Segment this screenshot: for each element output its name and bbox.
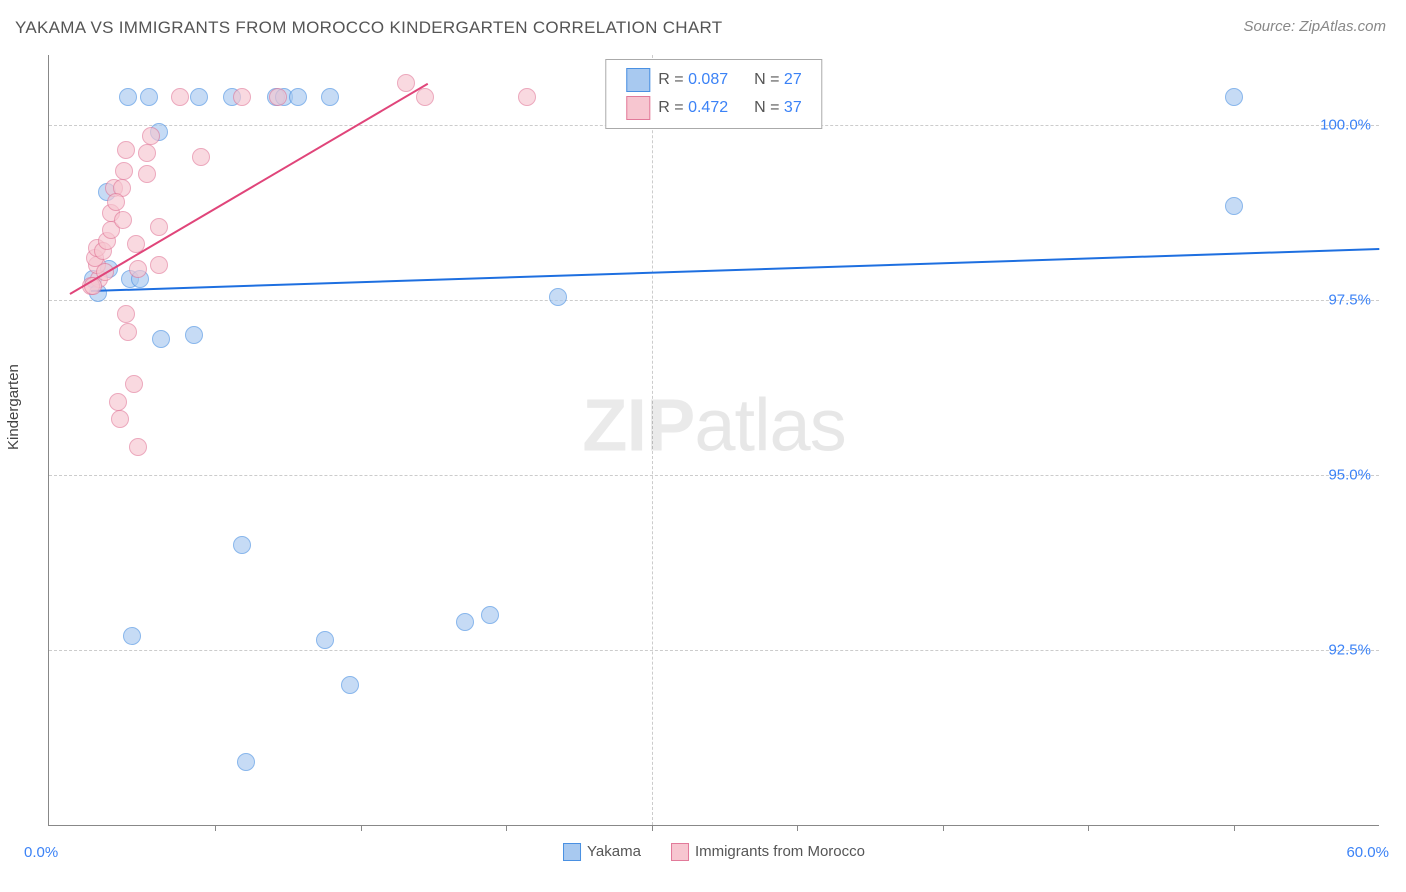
legend-r-label: R = 0.087 bbox=[658, 71, 728, 89]
gridline-horizontal bbox=[49, 475, 1379, 476]
gridline-horizontal bbox=[49, 650, 1379, 651]
legend-r-label: R = 0.472 bbox=[658, 99, 728, 117]
data-point bbox=[237, 753, 255, 771]
watermark-zip: ZIP bbox=[582, 383, 694, 466]
data-point bbox=[109, 393, 127, 411]
legend-n-label: N = 37 bbox=[754, 99, 802, 117]
chart-title: YAKAMA VS IMMIGRANTS FROM MOROCCO KINDER… bbox=[15, 18, 722, 38]
data-point bbox=[185, 326, 203, 344]
data-point bbox=[171, 88, 189, 106]
data-point bbox=[549, 288, 567, 306]
y-tick-label: 100.0% bbox=[1320, 117, 1371, 134]
x-tick-mark bbox=[1088, 825, 1089, 831]
legend-item: Immigrants from Morocco bbox=[671, 843, 865, 861]
data-point bbox=[140, 88, 158, 106]
data-point bbox=[518, 88, 536, 106]
data-point bbox=[190, 88, 208, 106]
legend-item: Yakama bbox=[563, 843, 641, 861]
chart-source: Source: ZipAtlas.com bbox=[1243, 18, 1386, 35]
data-point bbox=[416, 88, 434, 106]
y-axis-label: Kindergarten bbox=[5, 364, 22, 450]
data-point bbox=[316, 631, 334, 649]
data-point bbox=[115, 162, 133, 180]
data-point bbox=[119, 88, 137, 106]
legend-n-label: N = 27 bbox=[754, 71, 802, 89]
x-tick-mark bbox=[943, 825, 944, 831]
plot-area: ZIPatlas R = 0.087N = 27R = 0.472N = 37 … bbox=[48, 55, 1379, 826]
series-legend: Yakama Immigrants from Morocco bbox=[563, 843, 865, 861]
data-point bbox=[123, 627, 141, 645]
legend-swatch-icon bbox=[563, 843, 581, 861]
chart-container: YAKAMA VS IMMIGRANTS FROM MOROCCO KINDER… bbox=[0, 0, 1406, 892]
x-tick-mark bbox=[215, 825, 216, 831]
data-point bbox=[289, 88, 307, 106]
data-point bbox=[321, 88, 339, 106]
y-tick-label: 97.5% bbox=[1328, 292, 1371, 309]
gridline-horizontal bbox=[49, 300, 1379, 301]
data-point bbox=[114, 211, 132, 229]
legend-swatch-icon bbox=[626, 96, 650, 120]
correlation-legend: R = 0.087 N = 27 R = 0.472 N = 37 bbox=[605, 59, 822, 129]
y-tick-label: 95.0% bbox=[1328, 467, 1371, 484]
data-point bbox=[117, 305, 135, 323]
legend-item-label: Yakama bbox=[587, 843, 641, 860]
watermark: ZIPatlas bbox=[582, 382, 845, 467]
x-axis-max-label: 60.0% bbox=[1346, 844, 1389, 861]
data-point bbox=[150, 218, 168, 236]
data-point bbox=[1225, 197, 1243, 215]
x-tick-mark bbox=[1234, 825, 1235, 831]
gridline-vertical bbox=[652, 55, 653, 825]
x-tick-mark bbox=[652, 825, 653, 831]
data-point bbox=[129, 438, 147, 456]
data-point bbox=[142, 127, 160, 145]
legend-row: R = 0.087 N = 27 bbox=[626, 66, 801, 94]
data-point bbox=[456, 613, 474, 631]
legend-swatch-icon bbox=[671, 843, 689, 861]
data-point bbox=[397, 74, 415, 92]
x-tick-mark bbox=[506, 825, 507, 831]
data-point bbox=[192, 148, 210, 166]
legend-swatch-icon bbox=[626, 68, 650, 92]
x-tick-mark bbox=[797, 825, 798, 831]
data-point bbox=[269, 88, 287, 106]
trend-line bbox=[91, 248, 1379, 292]
data-point bbox=[125, 375, 143, 393]
data-point bbox=[111, 410, 129, 428]
data-point bbox=[152, 330, 170, 348]
data-point bbox=[1225, 88, 1243, 106]
data-point bbox=[119, 323, 137, 341]
legend-item-label: Immigrants from Morocco bbox=[695, 843, 865, 860]
x-tick-mark bbox=[361, 825, 362, 831]
data-point bbox=[233, 88, 251, 106]
data-point bbox=[481, 606, 499, 624]
legend-row: R = 0.472 N = 37 bbox=[626, 94, 801, 122]
x-axis-min-label: 0.0% bbox=[24, 844, 58, 861]
y-tick-label: 92.5% bbox=[1328, 642, 1371, 659]
data-point bbox=[341, 676, 359, 694]
data-point bbox=[233, 536, 251, 554]
data-point bbox=[138, 144, 156, 162]
data-point bbox=[150, 256, 168, 274]
data-point bbox=[107, 193, 125, 211]
data-point bbox=[117, 141, 135, 159]
data-point bbox=[129, 260, 147, 278]
watermark-atlas: atlas bbox=[694, 383, 845, 466]
data-point bbox=[138, 165, 156, 183]
